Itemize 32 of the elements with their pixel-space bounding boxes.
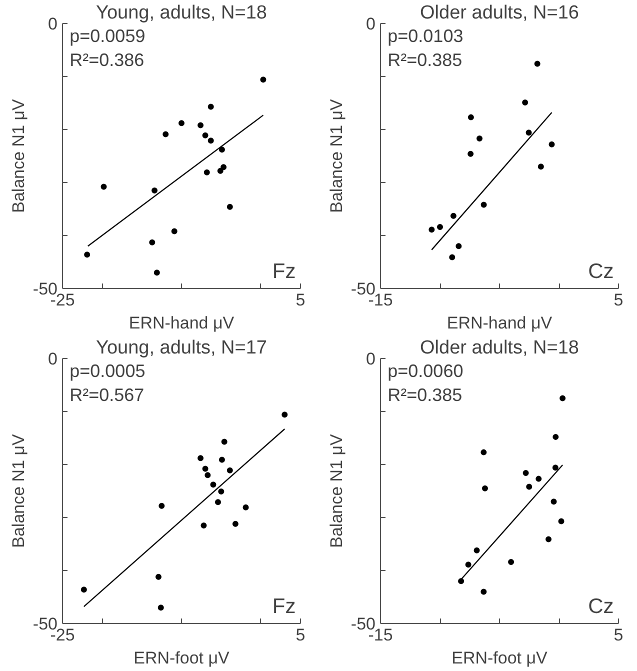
x-axis-title: ERN-hand μV (446, 314, 553, 332)
x-axis-title: ERN-hand μV (128, 314, 235, 332)
y-axis-title: Balance N1 μV (326, 433, 346, 548)
y-axis-title: Balance N1 μV (8, 98, 28, 213)
annotation: R²=0.385 (388, 50, 462, 70)
x-tick-label: 5 (614, 290, 624, 310)
chart-title: Older adults, N=18 (420, 338, 579, 358)
chart-title: Older adults, N=16 (420, 2, 579, 24)
chart-title: Young, adults, N=17 (96, 338, 267, 358)
y-tick-label: 0 (48, 14, 58, 34)
y-axis-title: Balance N1 μV (8, 433, 28, 548)
annotation: Fz (272, 260, 296, 284)
annotation: p=0.0005 (70, 361, 146, 382)
y-tick-label: 0 (366, 350, 376, 368)
chart-title: Young, adults, N=18 (96, 2, 267, 24)
annotation: p=0.0059 (70, 26, 146, 46)
annotation: R²=0.385 (388, 385, 462, 405)
annotation: Cz (588, 595, 614, 618)
annotation: Fz (272, 595, 296, 618)
annotation: p=0.0060 (388, 361, 464, 382)
y-tick-label: 0 (48, 350, 58, 368)
x-tick-label: 5 (296, 626, 306, 644)
x-axis-title: ERN-foot μV (452, 648, 548, 668)
x-axis-title: ERN-foot μV (134, 648, 230, 668)
annotation: p=0.0103 (388, 26, 464, 46)
annotation: R²=0.386 (70, 50, 144, 70)
annotation: Cz (588, 260, 614, 284)
annotation: R²=0.567 (70, 385, 144, 405)
y-tick-label: 0 (366, 14, 376, 34)
y-axis-title: Balance N1 μV (326, 98, 346, 213)
x-tick-label: 5 (614, 626, 624, 644)
x-tick-label: 5 (296, 290, 306, 310)
